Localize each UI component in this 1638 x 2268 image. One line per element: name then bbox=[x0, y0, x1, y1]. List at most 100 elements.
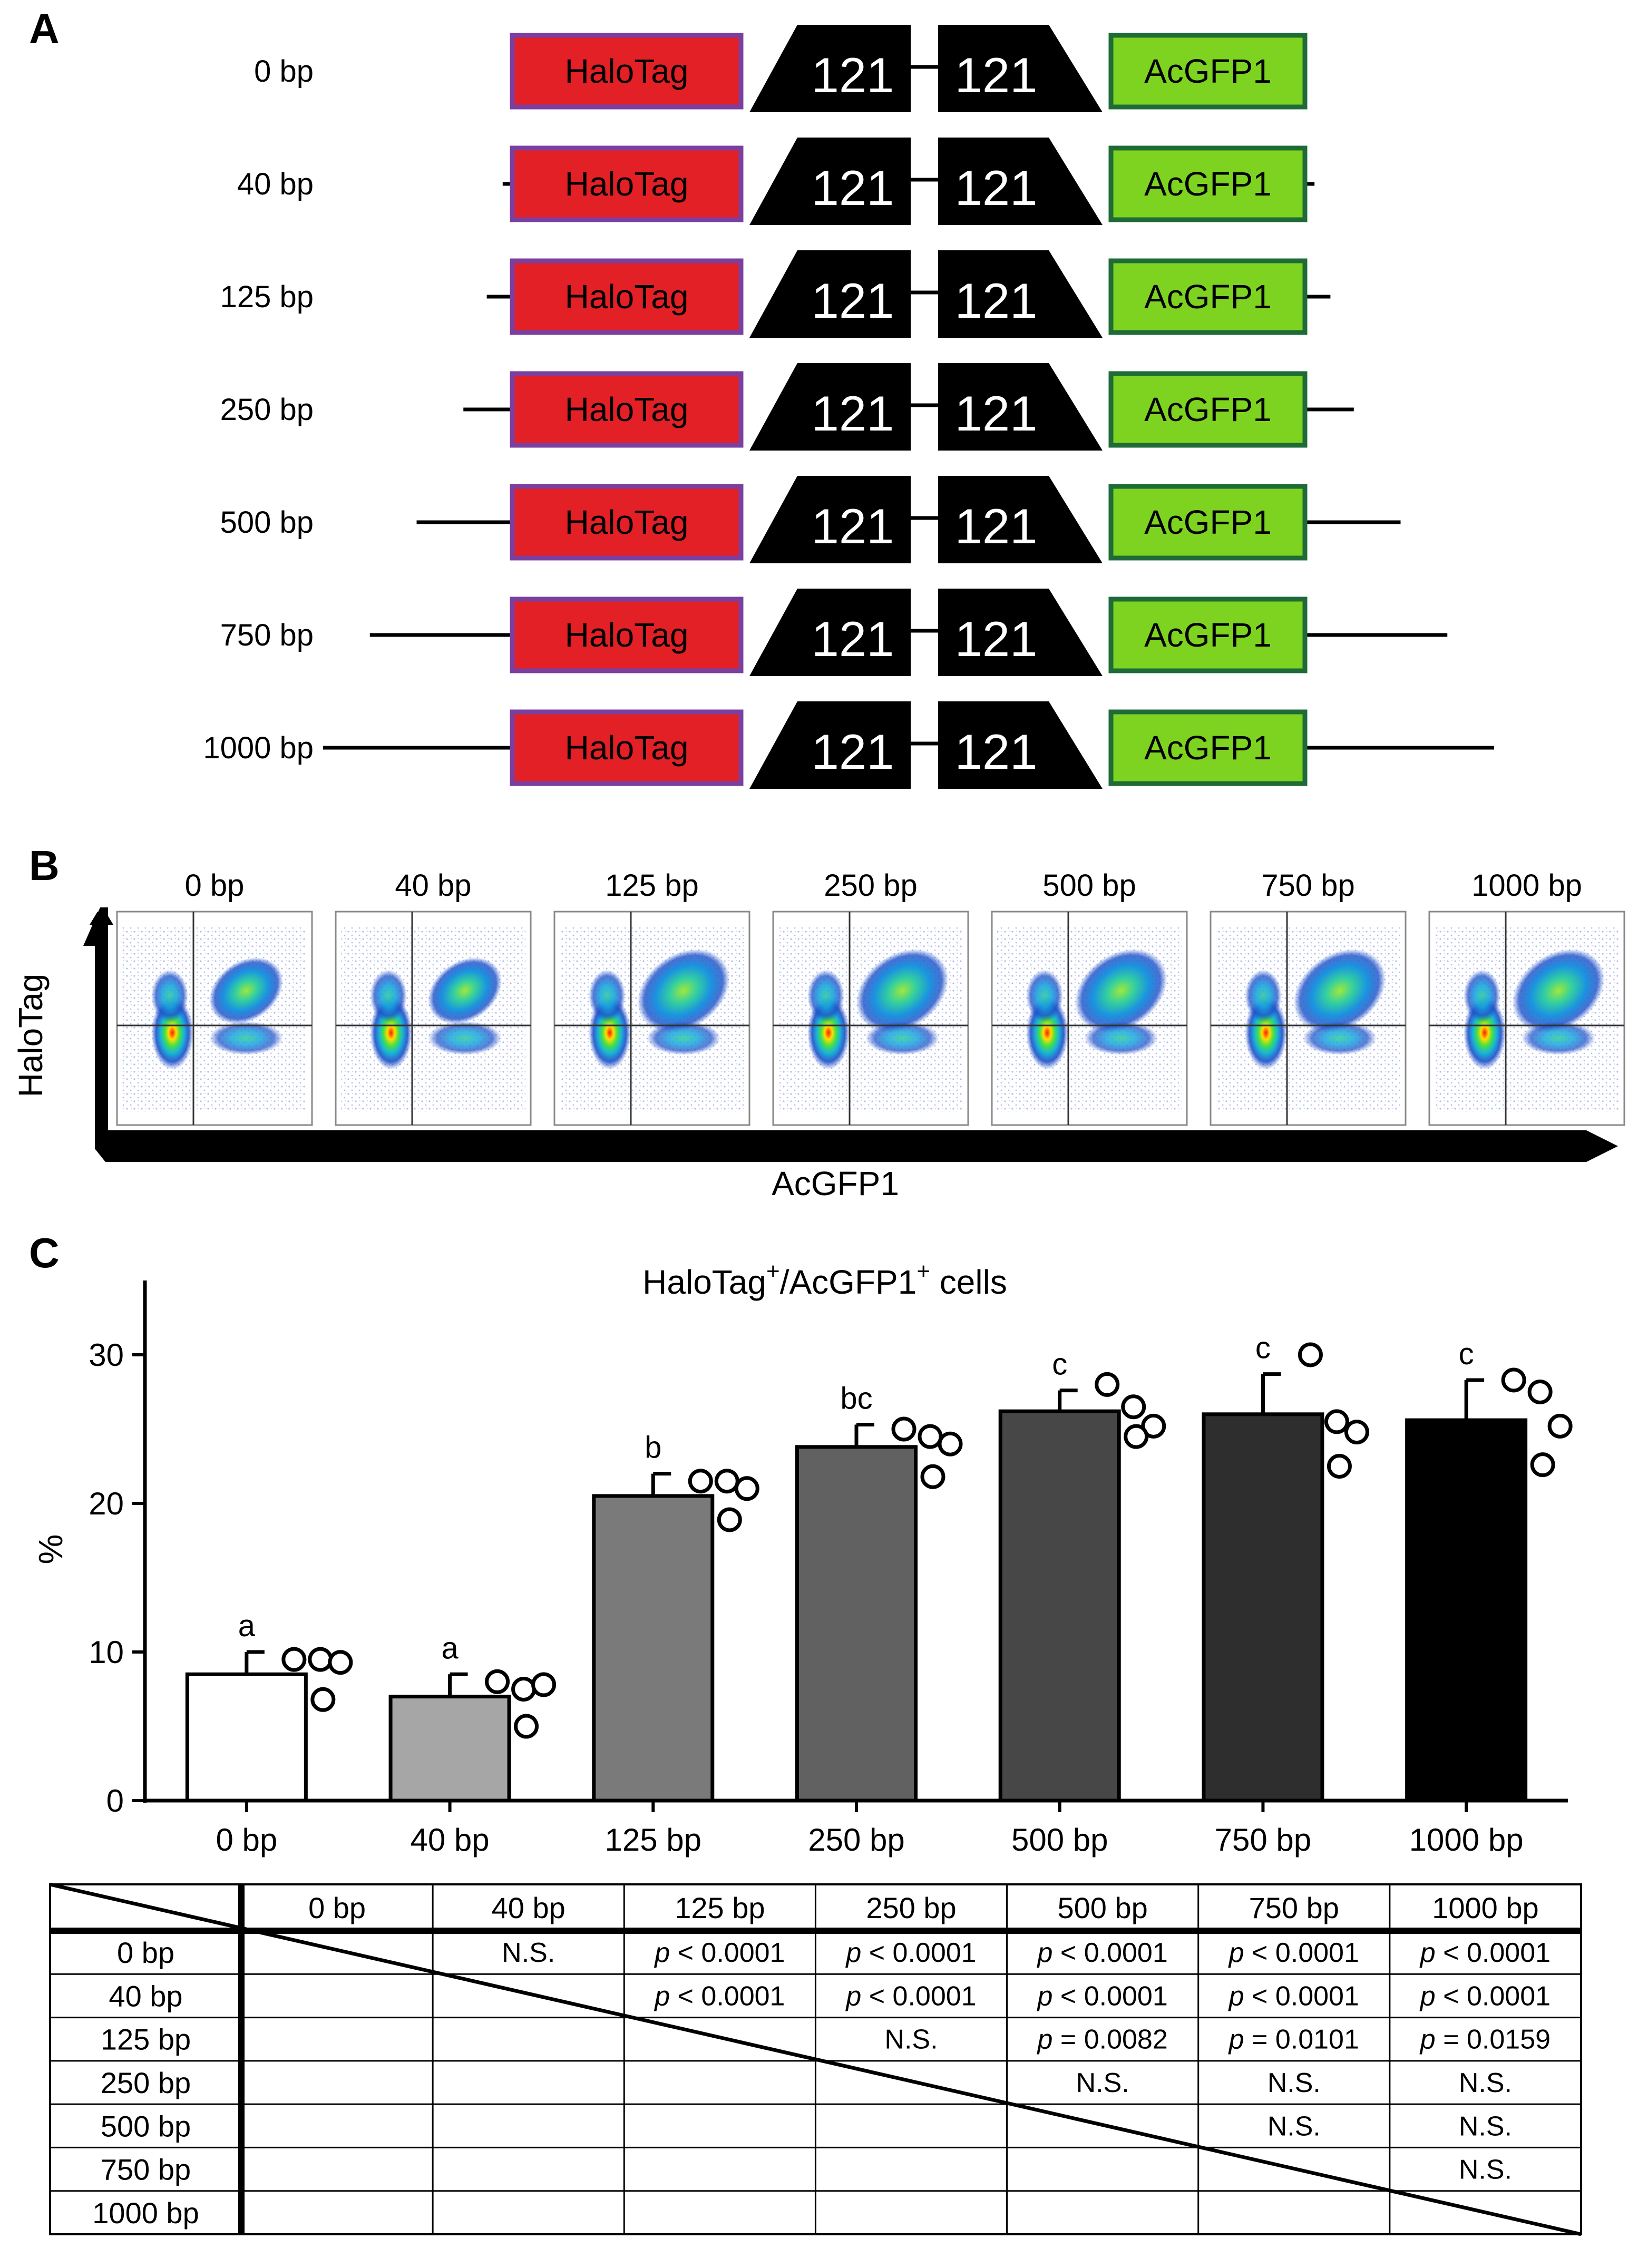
population-acgfp1-single bbox=[647, 1021, 720, 1055]
chart-title-sup2: + bbox=[916, 1258, 930, 1284]
population-acgfp1-single bbox=[1522, 1021, 1595, 1055]
significance-letter: c bbox=[1255, 1331, 1271, 1365]
panel-label-b: B bbox=[29, 842, 60, 889]
flow-plot: 1000 bp bbox=[1428, 868, 1625, 1126]
construct-row: 1000 bp HaloTag 121 121 AcGFP1 bbox=[203, 701, 1494, 789]
p-symbol: p bbox=[1228, 1938, 1244, 1968]
data-point bbox=[1530, 1452, 1555, 1478]
p-symbol: p bbox=[1419, 1938, 1436, 1968]
flow-plot-title: 250 bp bbox=[824, 868, 917, 903]
halotag-box bbox=[510, 145, 744, 222]
construct-row: 750 bp HaloTag 121 121 AcGFP1 bbox=[220, 589, 1448, 676]
flow-plot: 40 bp bbox=[335, 868, 532, 1126]
halotag-label: HaloTag bbox=[565, 165, 689, 203]
flow-plot: 125 bp bbox=[553, 868, 750, 1126]
repeat-121-left bbox=[749, 589, 911, 676]
construct-row-label: 750 bp bbox=[220, 618, 314, 652]
population-double-positive bbox=[427, 957, 502, 1024]
data-point bbox=[1324, 1409, 1349, 1434]
flow-plot: 750 bp bbox=[1210, 868, 1407, 1126]
repeat-121-left-label: 121 bbox=[812, 160, 894, 216]
data-point bbox=[717, 1507, 742, 1532]
p-value: < 0.0001 bbox=[1244, 1981, 1359, 2011]
p-value: < 0.0001 bbox=[1052, 1938, 1167, 1968]
repeat-121-right bbox=[938, 476, 1103, 563]
table-col-header: 40 bp bbox=[492, 1891, 565, 1924]
construct-row: 125 bp HaloTag 121 121 AcGFP1 bbox=[220, 250, 1331, 338]
flow-plot: 250 bp bbox=[772, 868, 969, 1126]
significance-letter: c bbox=[1052, 1347, 1067, 1382]
chart-title-sup1: + bbox=[766, 1258, 780, 1284]
data-point bbox=[514, 1714, 539, 1739]
repeat-121-right bbox=[938, 363, 1103, 451]
table-col-header: 0 bp bbox=[308, 1891, 366, 1924]
flow-plot: 500 bp bbox=[991, 868, 1188, 1126]
data-point bbox=[310, 1687, 336, 1712]
data-point bbox=[308, 1647, 333, 1672]
repeat-121-left-label: 121 bbox=[812, 724, 894, 779]
data-point bbox=[1121, 1394, 1146, 1420]
halotag-box bbox=[510, 33, 744, 110]
acgfp1-box bbox=[1108, 145, 1308, 222]
flow-speckle bbox=[341, 927, 525, 1112]
bar bbox=[1405, 1418, 1528, 1803]
bar bbox=[592, 1494, 715, 1803]
population-double-positive bbox=[1293, 949, 1386, 1033]
x-tick-label: 500 bp bbox=[1011, 1822, 1108, 1858]
table-cell: p < 0.0001 bbox=[1228, 1981, 1359, 2011]
panel-label-c: C bbox=[29, 1229, 60, 1276]
flow-x-axis-label: AcGFP1 bbox=[772, 1165, 899, 1203]
p-symbol: p bbox=[1037, 1938, 1053, 1968]
population-double-positive bbox=[209, 957, 284, 1024]
data-point bbox=[1547, 1413, 1573, 1439]
data-point bbox=[531, 1672, 557, 1697]
stats-table: 0 bp 40 bp 125 bp 250 bp 500 bp 750 bp 1000 bp… bbox=[49, 1882, 1582, 2236]
repeat-121-left bbox=[749, 138, 911, 225]
table-row-header: 125 bp bbox=[101, 2023, 191, 2056]
repeat-121-right-label: 121 bbox=[955, 47, 1038, 103]
x-tick-label: 40 bp bbox=[410, 1822, 489, 1858]
bar bbox=[998, 1409, 1121, 1803]
table-cell: p = 0.0159 bbox=[1419, 2025, 1551, 2055]
p-value: < 0.0001 bbox=[670, 1981, 785, 2011]
flow-plot-title: 40 bp bbox=[395, 868, 471, 903]
data-point bbox=[688, 1469, 713, 1494]
data-point bbox=[918, 1424, 943, 1449]
y-tick-label: 20 bbox=[89, 1486, 124, 1521]
significance-letter: c bbox=[1459, 1337, 1474, 1371]
significance-letter: bc bbox=[840, 1382, 872, 1416]
p-symbol: p bbox=[1419, 1981, 1436, 2011]
flow-plot: 0 bp bbox=[116, 868, 313, 1126]
data-point bbox=[1327, 1454, 1352, 1479]
table-cell: p < 0.0001 bbox=[1228, 1938, 1359, 1968]
data-point bbox=[1344, 1420, 1369, 1445]
chart-title-main: HaloTag bbox=[642, 1263, 766, 1301]
p-symbol: p bbox=[654, 1981, 670, 2011]
p-value: < 0.0001 bbox=[1052, 1981, 1167, 2011]
population-halotag-single bbox=[1464, 970, 1500, 1022]
data-point bbox=[1527, 1380, 1553, 1404]
chart-title: HaloTag+/AcGFP1+ cells bbox=[642, 1258, 1007, 1301]
flow-speckle bbox=[122, 927, 307, 1112]
p-symbol: p bbox=[1037, 1981, 1053, 2011]
table-diagonal bbox=[50, 1882, 1582, 2236]
table-cell: p = 0.0101 bbox=[1228, 2025, 1359, 2055]
table-cell: p < 0.0001 bbox=[1037, 1981, 1168, 2011]
halotag-label: HaloTag bbox=[565, 278, 689, 316]
halotag-box bbox=[510, 484, 744, 561]
repeat-121-right bbox=[938, 25, 1103, 112]
chart-y-label: % bbox=[32, 1534, 70, 1565]
table-cell: N.S. bbox=[1076, 2068, 1129, 2098]
x-tick-label: 750 bp bbox=[1215, 1822, 1312, 1858]
bar bbox=[1202, 1412, 1324, 1803]
population-halotag-single bbox=[807, 970, 844, 1022]
halotag-box bbox=[510, 371, 744, 448]
halotag-box bbox=[510, 709, 744, 786]
halotag-label: HaloTag bbox=[565, 390, 689, 428]
table-row-header: 500 bp bbox=[101, 2109, 191, 2143]
data-point bbox=[328, 1650, 353, 1675]
significance-letter: a bbox=[441, 1631, 459, 1665]
y-tick-label: 0 bbox=[106, 1783, 124, 1819]
p-symbol: p bbox=[654, 1938, 670, 1968]
y-axis-arrow-head bbox=[83, 907, 108, 1138]
